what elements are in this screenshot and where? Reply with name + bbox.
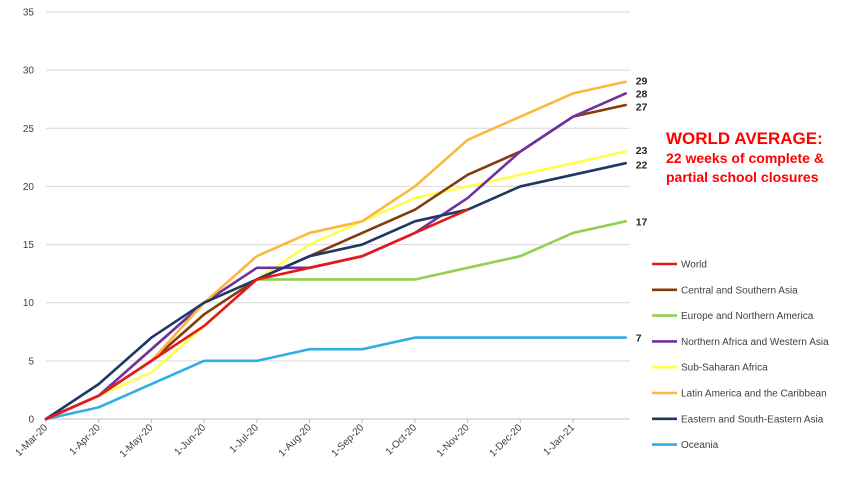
series-lines bbox=[44, 80, 628, 421]
legend-label: World bbox=[681, 260, 707, 271]
legend-label: Europe and Northern America bbox=[681, 311, 814, 322]
legend: World Central and Southern Asia Europe and… bbox=[652, 260, 829, 451]
y-tick-label: 5 bbox=[28, 356, 34, 367]
world-average-annotation: WORLD AVERAGE: 22 weeks of complete & pa… bbox=[666, 128, 824, 187]
y-tick-label: 30 bbox=[23, 66, 35, 77]
end-value-labels: 27 17 28 23 29 22 7 bbox=[636, 75, 648, 344]
annotation-line-2: partial school closures bbox=[666, 169, 819, 185]
series-line-northern-africa-and-western-asia bbox=[44, 92, 628, 421]
x-axis: 1-Mar-20 1-Apr-20 1-May-20 1-Jun-20 1-Jul-20… bbox=[14, 419, 577, 460]
x-tick-label: 1-Dec-20 bbox=[488, 422, 525, 459]
end-value-label: 22 bbox=[636, 160, 648, 172]
legend-label: Eastern and South-Eastern Asia bbox=[681, 414, 824, 425]
legend-label: Sub-Saharan Africa bbox=[681, 363, 768, 374]
series-line-world bbox=[44, 208, 469, 421]
x-tick-label: 1-Nov-20 bbox=[435, 422, 472, 459]
y-axis: 0 5 10 15 20 25 30 35 bbox=[23, 8, 35, 426]
y-tick-label: 0 bbox=[28, 415, 34, 426]
series-line-sub-saharan-africa bbox=[44, 150, 628, 421]
series-line-oceania bbox=[44, 336, 628, 421]
y-tick-label: 25 bbox=[23, 124, 35, 135]
x-tick-label: 1-Jul-20 bbox=[228, 422, 262, 456]
y-tick-label: 20 bbox=[23, 182, 35, 193]
x-tick-label: 1-Aug-20 bbox=[277, 422, 314, 459]
gridlines bbox=[46, 11, 630, 420]
end-value-label: 29 bbox=[636, 75, 648, 87]
annotation-headline: WORLD AVERAGE: bbox=[666, 129, 823, 148]
legend-label: Oceania bbox=[681, 440, 719, 451]
end-value-label: 17 bbox=[636, 216, 648, 228]
y-tick-label: 35 bbox=[23, 8, 35, 19]
x-tick-label: 1-Sep-20 bbox=[329, 422, 366, 459]
y-tick-label: 15 bbox=[23, 240, 35, 251]
x-tick-label: 1-Jun-20 bbox=[173, 422, 209, 458]
end-value-label: 7 bbox=[636, 333, 642, 345]
x-tick-label: 1-Oct-20 bbox=[384, 422, 420, 458]
end-value-label: 27 bbox=[636, 102, 648, 114]
legend-label: Northern Africa and Western Asia bbox=[681, 337, 829, 348]
legend-label: Central and Southern Asia bbox=[681, 285, 798, 296]
annotation-line-1: 22 weeks of complete & bbox=[666, 150, 824, 166]
series-line-eastern-and-south-eastern-asia bbox=[44, 161, 628, 421]
x-tick-label: 1-Mar-20 bbox=[14, 422, 51, 459]
x-tick-label: 1-Apr-20 bbox=[68, 422, 104, 458]
x-tick-label: 1-Jan-21 bbox=[541, 422, 577, 458]
legend-label: Latin America and the Caribbean bbox=[681, 389, 827, 400]
x-tick-label: 1-May-20 bbox=[118, 422, 156, 460]
y-tick-label: 10 bbox=[23, 298, 35, 309]
end-value-label: 23 bbox=[636, 145, 648, 157]
end-value-label: 28 bbox=[636, 88, 648, 100]
